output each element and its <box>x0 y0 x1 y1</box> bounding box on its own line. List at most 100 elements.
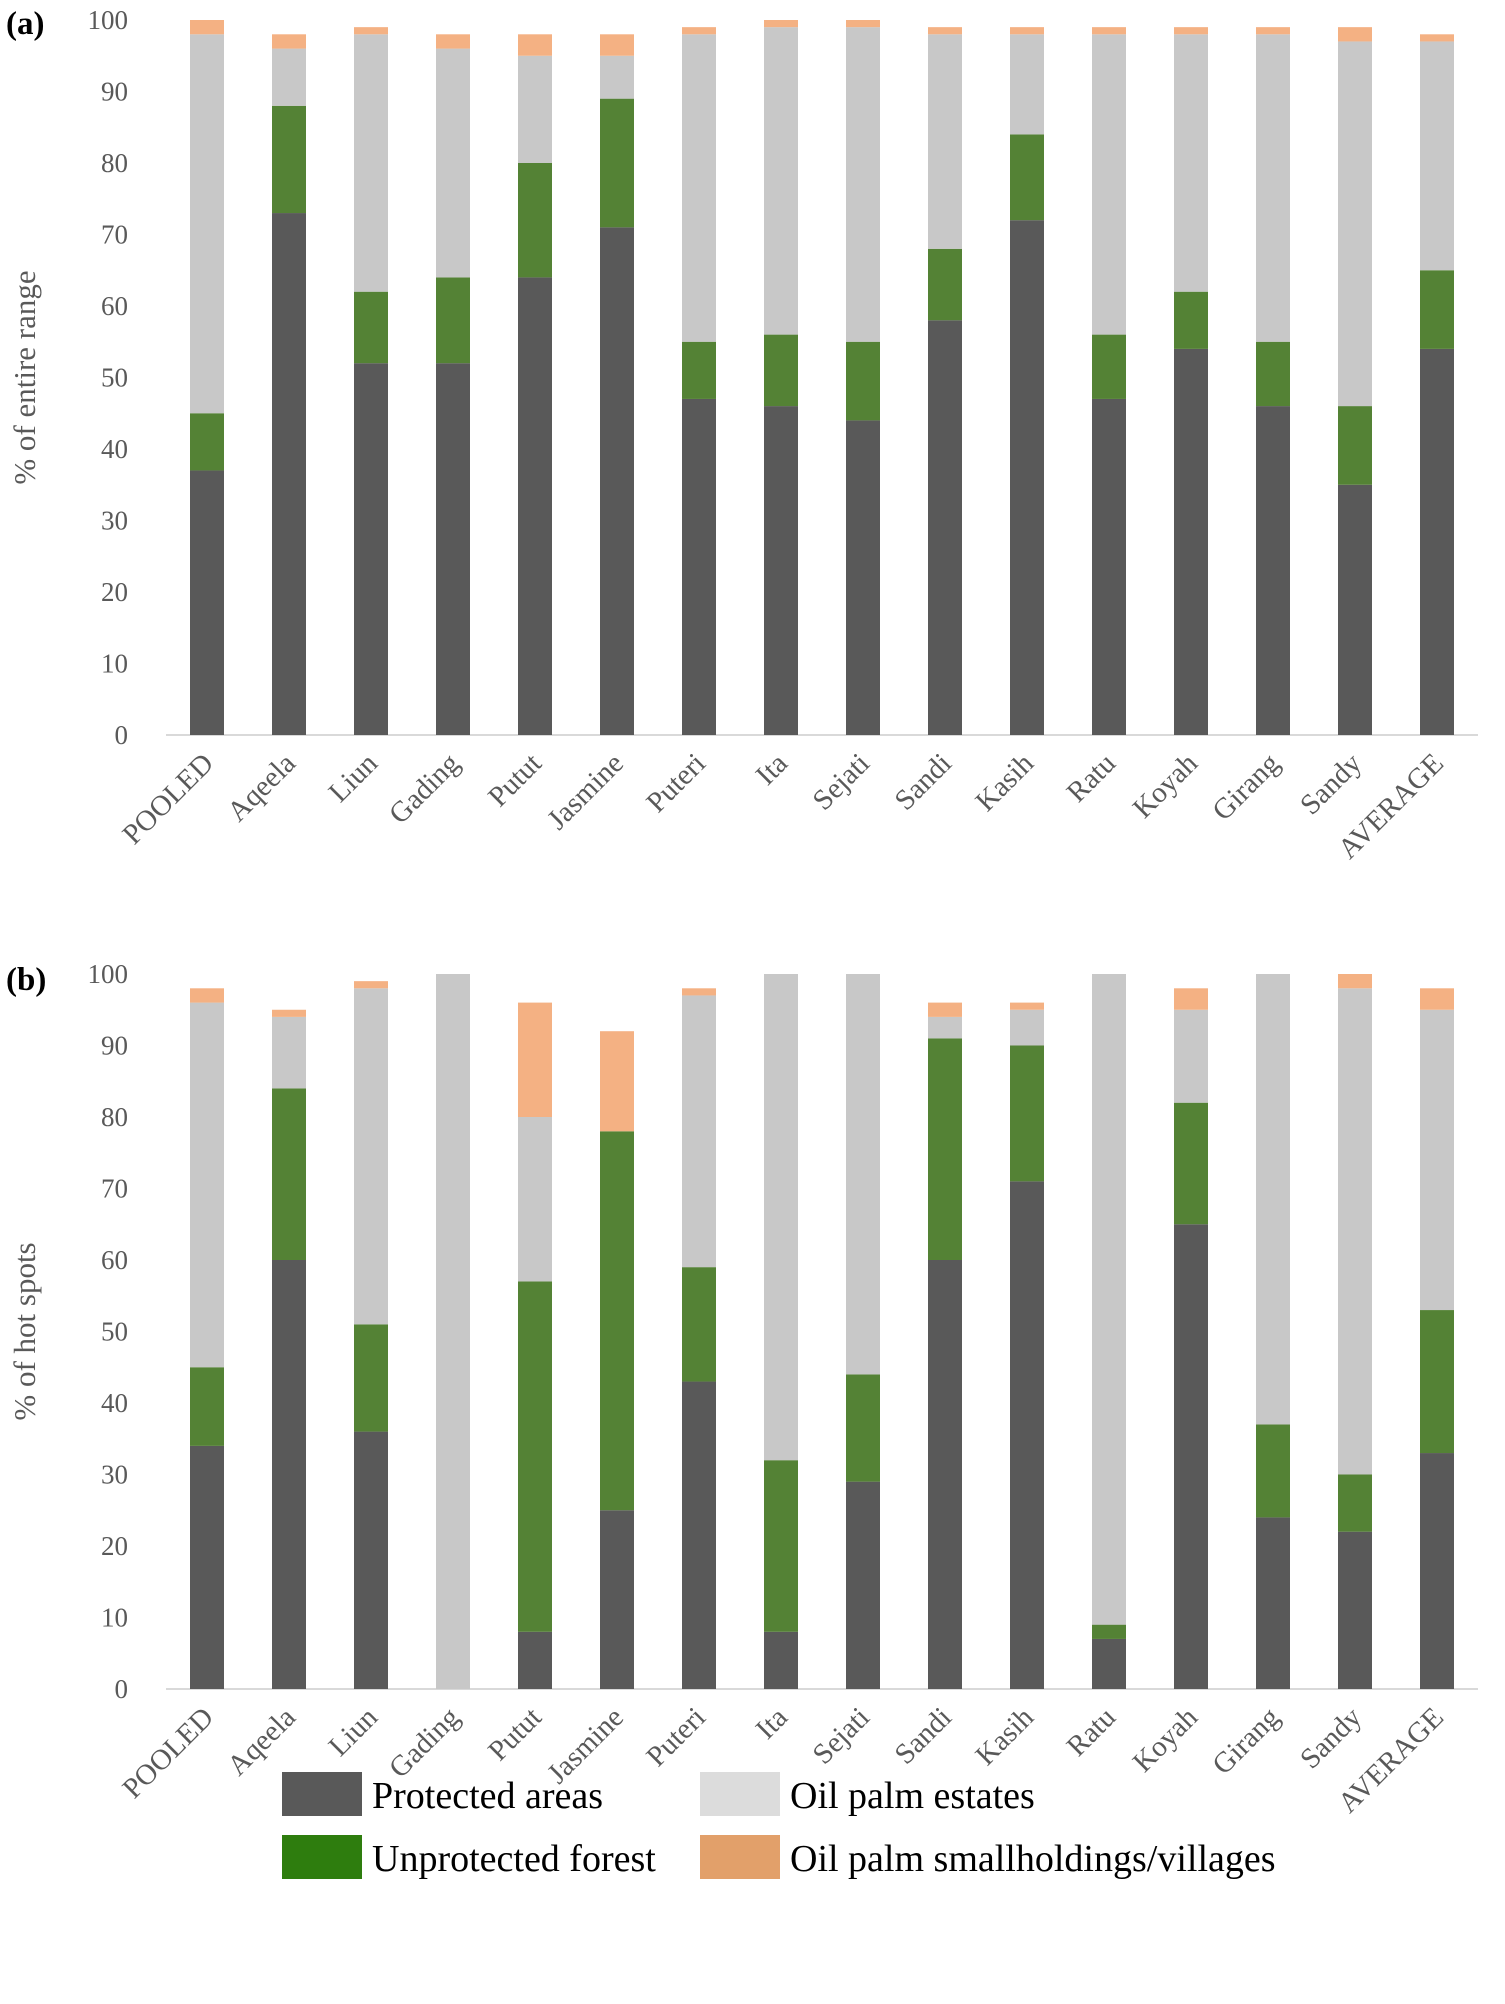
bar-protected-areas-liun <box>354 363 388 735</box>
bar-oil-palm-estates-gading <box>436 974 470 1689</box>
bar-oil-palm-estates-sandy <box>1338 988 1372 1475</box>
bar-protected-areas-pooled <box>190 470 224 735</box>
bar-oil-palm-smallholdings-villages-ratu <box>1092 27 1126 35</box>
bar-oil-palm-estates-koyah <box>1174 34 1208 292</box>
x-tick-label: Aqeela <box>221 747 302 828</box>
legend-label-protected-areas: Protected areas <box>372 1775 603 1817</box>
bar-unprotected-forest-koyah <box>1174 291 1208 349</box>
bar-protected-areas-kasih <box>1010 1181 1044 1689</box>
bar-oil-palm-smallholdings-villages-sejati <box>846 20 880 28</box>
bar-unprotected-forest-sandy <box>1338 1474 1372 1532</box>
y-tick-label: 80 <box>101 148 128 178</box>
bar-oil-palm-estates-putut <box>518 1117 552 1282</box>
bar-unprotected-forest-sandy <box>1338 406 1372 485</box>
bar-oil-palm-estates-girang <box>1256 974 1290 1425</box>
bar-oil-palm-smallholdings-villages-putut <box>518 1002 552 1117</box>
bar-unprotected-forest-kasih <box>1010 1045 1044 1182</box>
bar-protected-areas-kasih <box>1010 220 1044 735</box>
bar-unprotected-forest-pooled <box>190 413 224 471</box>
bar-unprotected-forest-ratu <box>1092 1624 1126 1639</box>
bar-unprotected-forest-ita <box>764 1460 798 1632</box>
bar-oil-palm-estates-average <box>1420 1009 1454 1311</box>
y-tick-label: 20 <box>101 1531 128 1561</box>
bar-protected-areas-ita <box>764 406 798 735</box>
bar-oil-palm-estates-liun <box>354 988 388 1325</box>
bar-protected-areas-sandy <box>1338 484 1372 735</box>
bar-oil-palm-smallholdings-villages-sandy <box>1338 27 1372 42</box>
y-tick-label: 20 <box>101 577 128 607</box>
bar-protected-areas-gading <box>436 363 470 735</box>
y-tick-label: 60 <box>101 1245 128 1275</box>
bar-protected-areas-koyah <box>1174 1224 1208 1689</box>
y-tick-label: 100 <box>88 5 129 35</box>
bar-unprotected-forest-koyah <box>1174 1102 1208 1225</box>
bar-unprotected-forest-ita <box>764 334 798 407</box>
x-tick-label: Girang <box>1206 747 1286 827</box>
bar-protected-areas-aqeela <box>272 1260 306 1689</box>
y-tick-label: 40 <box>101 434 128 464</box>
bar-oil-palm-smallholdings-villages-pooled <box>190 20 224 35</box>
bar-oil-palm-smallholdings-villages-aqeela <box>272 34 306 49</box>
bar-protected-areas-jasmine <box>600 227 634 735</box>
bar-protected-areas-average <box>1420 348 1454 735</box>
bar-oil-palm-smallholdings-villages-jasmine <box>600 34 634 56</box>
x-tick-label: Kasih <box>969 1701 1040 1772</box>
bar-unprotected-forest-average <box>1420 270 1454 349</box>
bar-oil-palm-smallholdings-villages-pooled <box>190 988 224 1003</box>
bar-oil-palm-estates-average <box>1420 41 1454 271</box>
y-tick-label: 70 <box>101 1174 128 1204</box>
y-tick-label: 50 <box>101 363 128 393</box>
bar-protected-areas-sandy <box>1338 1531 1372 1689</box>
x-tick-label: Puteri <box>640 1701 712 1773</box>
bar-unprotected-forest-pooled <box>190 1367 224 1446</box>
x-tick-label: Putut <box>482 1701 548 1767</box>
y-tick-label: 90 <box>101 1031 128 1061</box>
x-tick-label: Sandi <box>889 747 958 816</box>
bar-oil-palm-smallholdings-villages-jasmine <box>600 1031 634 1132</box>
legend-swatch-protected-areas <box>282 1772 362 1816</box>
bar-protected-areas-aqeela <box>272 213 306 736</box>
bar-oil-palm-smallholdings-villages-liun <box>354 27 388 35</box>
bar-oil-palm-smallholdings-villages-puteri <box>682 988 716 996</box>
x-tick-label: Jasmine <box>541 747 630 836</box>
bar-oil-palm-estates-sejati <box>846 27 880 342</box>
x-tick-label: Gading <box>383 1701 466 1784</box>
x-tick-label: Sejati <box>807 1701 876 1770</box>
bar-unprotected-forest-putut <box>518 1281 552 1632</box>
x-tick-label: Aqeela <box>221 1701 302 1782</box>
bar-oil-palm-smallholdings-villages-girang <box>1256 27 1290 35</box>
y-tick-label: 40 <box>101 1388 128 1418</box>
bar-oil-palm-estates-aqeela <box>272 48 306 106</box>
bar-protected-areas-putut <box>518 1631 552 1689</box>
bar-protected-areas-girang <box>1256 406 1290 735</box>
bar-protected-areas-ita <box>764 1631 798 1689</box>
bar-protected-areas-puteri <box>682 398 716 735</box>
y-tick-label: 60 <box>101 291 128 321</box>
bar-oil-palm-smallholdings-villages-gading <box>436 34 470 49</box>
y-tick-label: 30 <box>101 506 128 536</box>
bar-protected-areas-sandi <box>928 1260 962 1689</box>
bar-oil-palm-estates-sejati <box>846 974 880 1375</box>
bar-unprotected-forest-liun <box>354 1324 388 1432</box>
x-tick-label: Gading <box>383 747 466 830</box>
bar-protected-areas-puteri <box>682 1381 716 1689</box>
x-tick-label: Putut <box>482 747 548 813</box>
bar-unprotected-forest-jasmine <box>600 1131 634 1511</box>
bar-protected-areas-sandi <box>928 320 962 735</box>
bar-oil-palm-smallholdings-villages-sandy <box>1338 974 1372 989</box>
bar-unprotected-forest-jasmine <box>600 98 634 228</box>
y-tick-label: 50 <box>101 1317 128 1347</box>
bar-oil-palm-estates-jasmine <box>600 55 634 99</box>
bar-oil-palm-estates-pooled <box>190 34 224 414</box>
bar-oil-palm-estates-ratu <box>1092 974 1126 1625</box>
bar-oil-palm-estates-pooled <box>190 1002 224 1368</box>
x-tick-label: POOLED <box>116 1701 220 1805</box>
bar-protected-areas-pooled <box>190 1445 224 1689</box>
x-tick-label: Ratu <box>1061 747 1122 808</box>
y-tick-label: 90 <box>101 77 128 107</box>
bar-oil-palm-smallholdings-villages-average <box>1420 34 1454 42</box>
bar-oil-palm-smallholdings-villages-sandi <box>928 27 962 35</box>
x-tick-label: Kasih <box>969 747 1040 818</box>
bar-unprotected-forest-aqeela <box>272 105 306 214</box>
